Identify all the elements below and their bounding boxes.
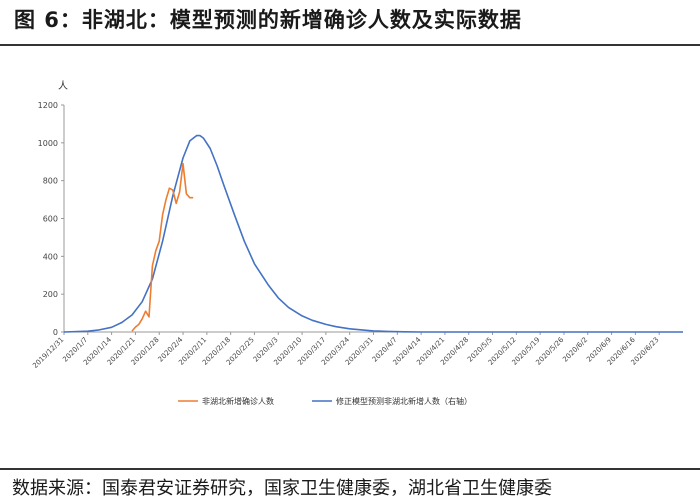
series-actual-line — [131, 162, 194, 332]
y-tick-label: 800 — [43, 177, 58, 186]
series-model-line — [63, 134, 683, 333]
y-tick-label: 0 — [53, 328, 58, 337]
data-source: 数据来源：国泰君安证券研究，国家卫生健康委，湖北省卫生健康委 — [12, 478, 552, 499]
y-tick-label: 200 — [43, 290, 58, 299]
x-tick-label: 2020/6/2 — [561, 336, 589, 364]
y-tick-label: 1000 — [38, 139, 58, 148]
legend-label: 修正模型预测非湖北新增人数（右轴） — [336, 396, 472, 406]
y-tick-label: 600 — [43, 215, 58, 224]
y-tick-label: 1200 — [38, 101, 58, 110]
y-tick-label: 400 — [43, 252, 58, 261]
bottom-rule — [0, 468, 700, 470]
top-rule — [0, 44, 700, 46]
legend-label: 非湖北新增确诊人数 — [202, 396, 274, 406]
x-tick-label: 2019/12/31 — [31, 336, 65, 370]
figure-title: 图 6：非湖北：模型预测的新增确诊人数及实际数据 — [14, 8, 522, 32]
y-axis-label: 人 — [58, 80, 68, 92]
